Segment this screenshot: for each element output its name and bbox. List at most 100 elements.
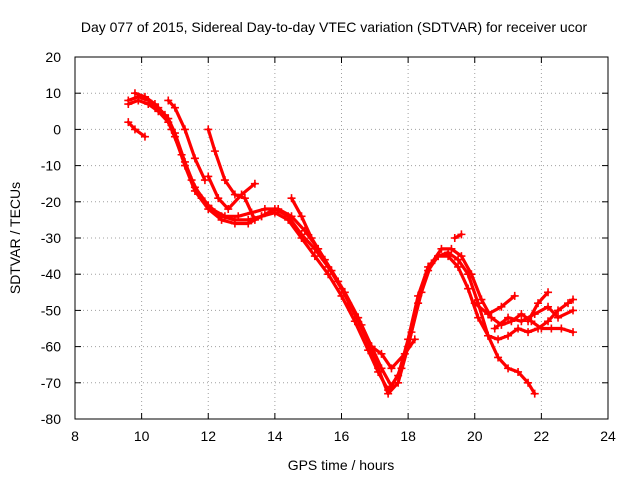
data-point-marker [164,96,173,105]
data-point-marker [204,125,213,134]
data-point-marker [224,205,233,214]
data-point-marker [170,103,179,112]
data-point-marker [454,262,463,271]
data-point-marker [220,212,229,221]
data-point-marker [524,317,533,326]
data-point-marker [407,328,416,337]
data-point-marker [210,147,219,156]
series-layer [124,89,578,398]
data-point-marker [134,96,143,105]
data-point-marker [344,299,353,308]
data-point-marker [244,219,253,228]
x-tick-label: 10 [134,428,150,444]
data-point-marker [250,215,259,224]
data-point-marker [547,324,556,333]
x-tick-label: 20 [467,428,483,444]
data-point-marker [457,252,466,261]
data-point-marker [544,317,553,326]
data-point-marker [554,306,563,315]
data-point-marker [400,349,409,358]
x-tick-label: 8 [71,428,79,444]
data-point-marker [554,313,563,322]
data-point-marker [250,179,259,188]
data-point-marker [524,378,533,387]
data-point-marker [450,234,459,242]
y-tick-label: -60 [41,339,61,355]
y-tick-label: 20 [45,49,61,65]
y-tick-label: -70 [41,375,61,391]
data-point-marker [167,125,176,134]
data-point-marker [160,110,169,119]
data-point-marker [514,367,523,376]
data-point-marker [517,310,526,319]
data-point-marker [187,176,196,185]
data-point-marker [287,212,296,221]
y-tick-label: 10 [45,85,61,101]
data-point-marker [444,252,453,261]
tick-layer: 8 10 12 14 16 18 20 22 24 20 10 0 -10 -20 -30 -40 -50 -60… [41,49,616,444]
x-tick-label: 14 [267,428,283,444]
data-point-marker [467,270,476,279]
data-point-marker [484,310,493,319]
data-point-marker [447,244,456,253]
y-tick-label: -40 [41,266,61,282]
data-point-marker [367,342,376,351]
y-tick-label: -50 [41,302,61,318]
data-point-marker [557,324,566,333]
data-point-marker [197,194,206,203]
data-point-marker [140,92,149,101]
data-point-marker [564,299,573,308]
data-point-marker [387,364,396,373]
x-tick-label: 12 [200,428,216,444]
data-point-marker [530,389,539,398]
data-point-marker [544,302,553,311]
y-axis-label: SDTVAR / TECUs [7,182,23,294]
data-point-marker [334,277,343,286]
data-point-marker [377,364,386,373]
data-point-marker [494,353,503,362]
data-point-marker [307,234,316,242]
data-point-marker [569,306,578,315]
data-point-marker [504,364,513,373]
data-point-marker [544,288,553,297]
data-point-marker [190,154,199,163]
data-point-marker [474,313,483,322]
grid-layer [75,57,608,419]
data-point-marker [417,288,426,297]
data-point-marker [177,150,186,159]
data-point-marker [387,382,396,391]
data-point-marker [130,125,139,134]
data-point-marker [257,212,266,221]
data-point-marker [310,252,319,261]
data-point-marker [510,291,519,300]
data-point-marker [320,255,329,264]
x-tick-label: 18 [400,428,416,444]
y-tick-label: -30 [41,230,61,246]
data-point-marker [124,100,133,109]
data-point-marker [504,331,513,340]
data-point-marker [569,328,578,337]
data-point-marker [484,331,493,340]
series-line-track-c [133,91,575,388]
data-point-marker [220,176,229,185]
chart-title: Day 077 of 2015, Sidereal Day-to-day VTE… [81,19,588,35]
data-point-marker [534,299,543,308]
data-point-marker [150,100,159,109]
data-point-marker [287,194,296,203]
data-point-marker [130,89,139,98]
y-tick-label: -20 [41,194,61,210]
data-point-marker [394,378,403,387]
data-point-marker [494,335,503,344]
data-point-marker [437,244,446,253]
data-point-marker [504,313,513,322]
y-tick-label: -80 [41,411,61,427]
series-line-track-h [289,196,340,283]
data-point-marker [490,324,499,333]
data-point-marker [340,288,349,297]
data-point-marker [260,205,269,214]
y-tick-label: 0 [53,121,61,137]
y-tick-label: -10 [41,158,61,174]
data-point-marker [207,205,216,214]
data-point-marker [214,194,223,203]
